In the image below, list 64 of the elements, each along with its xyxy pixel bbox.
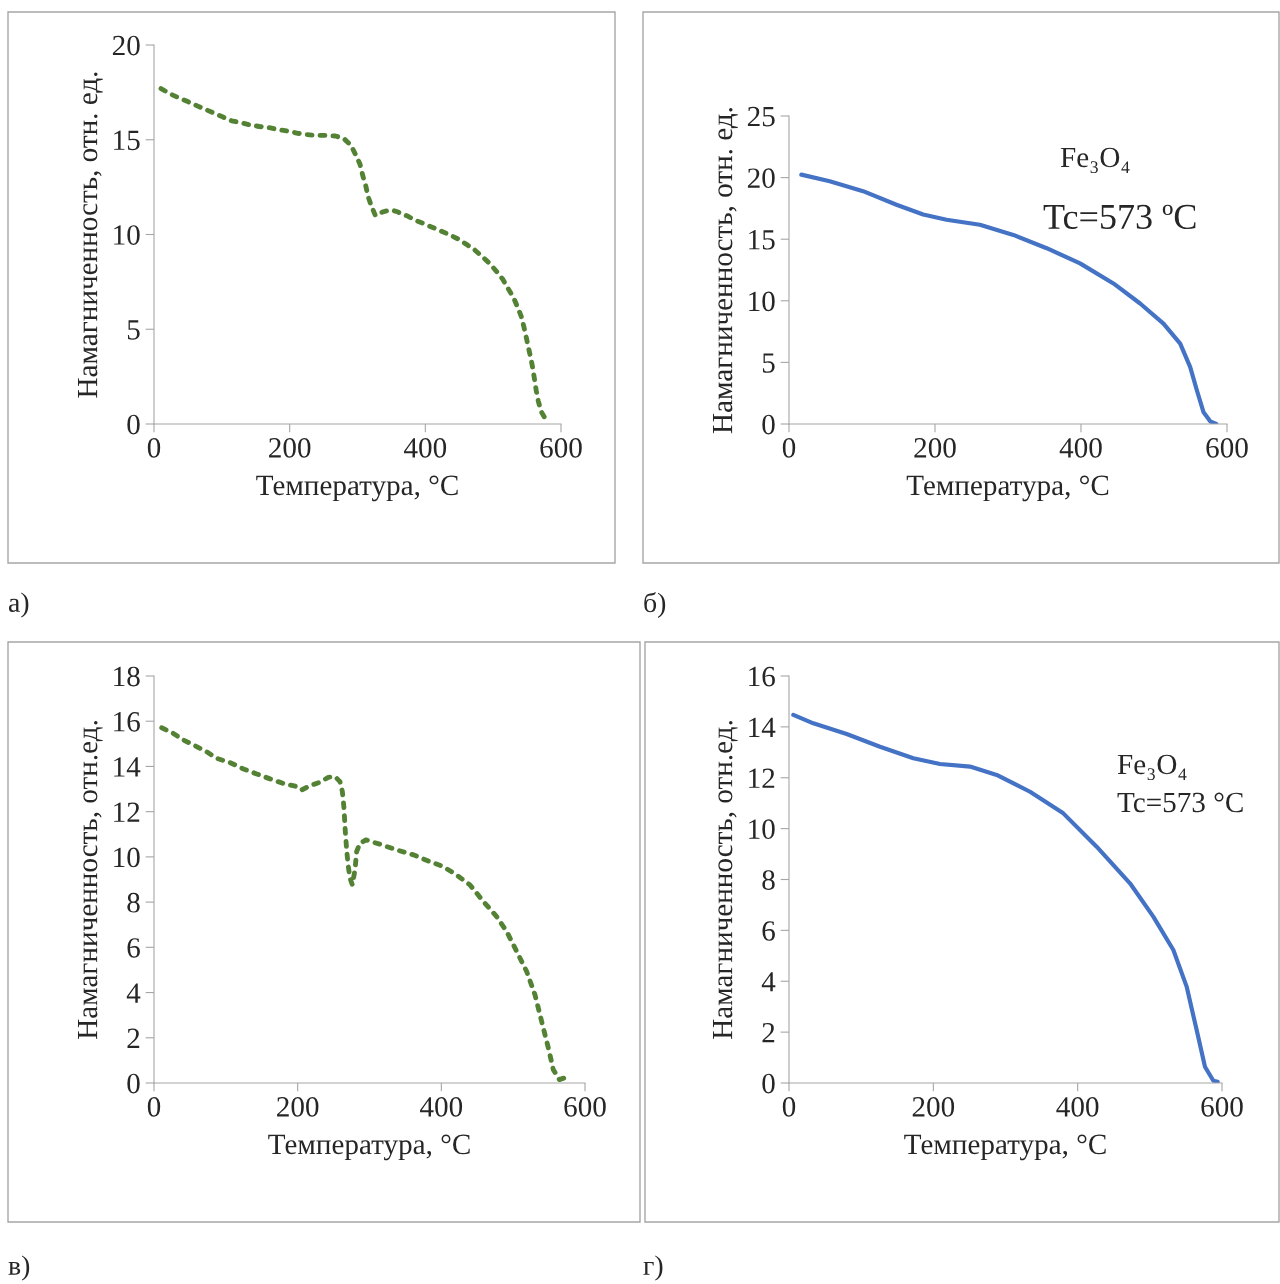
x-tick-label: 400	[1059, 438, 1102, 458]
y-tick-label: 0	[127, 1073, 140, 1094]
y-tick-label: 20	[747, 168, 775, 189]
x-tick-label: 600	[540, 438, 582, 458]
y-tick-label: 5	[127, 320, 140, 340]
x-tick-label: 600	[1201, 1097, 1243, 1117]
y-tick-label: 12	[114, 802, 140, 822]
y-tick-label: 4	[126, 983, 141, 1003]
annotation: Tc=573 °C	[1117, 792, 1243, 813]
x-tick-label: 0	[782, 1097, 796, 1117]
y-tick-label: 10	[114, 225, 140, 245]
text: в)	[8, 1255, 30, 1281]
x-axis-title: Температура, °C	[904, 1134, 1106, 1161]
y-axis-title: Намагниченность, отн.ед.	[77, 721, 103, 1039]
y-tick-label: 15	[114, 130, 140, 151]
x-axis-title: Температура, °C	[906, 475, 1109, 502]
y-tick-label: 0	[127, 414, 140, 435]
y-tick-label: 15	[749, 230, 775, 250]
x-tick-label: 600	[1206, 438, 1248, 458]
x-axis-title: Температура, °C	[256, 475, 458, 502]
x-tick-label: 200	[269, 438, 311, 458]
annotation: Tc=573 ºC	[1043, 204, 1196, 230]
x-tick-label: 400	[404, 438, 447, 458]
x-tick-label: 200	[914, 438, 956, 458]
y-axis-title: Намагниченность, отн.ед.	[712, 721, 738, 1039]
y-tick-label: 8	[762, 870, 775, 890]
y-tick-label: 18	[114, 666, 140, 687]
y-tick-label: 25	[747, 106, 775, 127]
text: б)	[644, 592, 666, 618]
y-tick-label: 10	[749, 291, 775, 312]
y-tick-label: 2	[127, 1028, 140, 1048]
x-tick-label: 0	[782, 438, 796, 458]
y-tick-label: 6	[127, 938, 140, 958]
x-axis-title: Температура, °C	[268, 1134, 470, 1161]
y-axis-title: Намагниченность, отн. ед.	[77, 72, 103, 398]
x-tick-label: 200	[912, 1097, 955, 1117]
y-tick-label: 16	[749, 666, 775, 687]
y-axis-title: Намагниченность, отн. ед.	[712, 107, 738, 434]
x-tick-label: 400	[1056, 1097, 1099, 1117]
y-tick-label: 20	[112, 35, 140, 56]
y-tick-label: 12	[749, 768, 775, 788]
text: а)	[8, 592, 29, 618]
y-tick-label: 0	[762, 414, 775, 435]
y-tick-label: 16	[114, 712, 140, 732]
y-tick-label: 14	[114, 757, 141, 777]
line-series	[799, 172, 1219, 424]
text: г)	[643, 1255, 663, 1281]
x-tick-label: 0	[147, 1097, 161, 1117]
x-tick-label: 400	[420, 1097, 463, 1117]
line-series	[159, 725, 567, 1083]
y-tick-label: 10	[749, 819, 775, 840]
y-tick-label: 4	[761, 972, 776, 992]
y-tick-label: 0	[762, 1073, 775, 1094]
y-tick-label: 2	[762, 1022, 775, 1043]
x-tick-label: 200	[277, 1097, 319, 1117]
y-tick-label: 10	[114, 847, 140, 868]
x-tick-label: 0	[147, 438, 161, 458]
y-tick-label: 8	[127, 892, 140, 913]
annotation: Fe₃O₄	[1060, 147, 1130, 174]
x-tick-label: 600	[564, 1097, 606, 1117]
y-tick-label: 6	[762, 921, 775, 941]
y-tick-label: 14	[749, 717, 776, 737]
annotation: Fe₃O₄	[1117, 754, 1187, 781]
y-tick-label: 5	[762, 353, 775, 373]
